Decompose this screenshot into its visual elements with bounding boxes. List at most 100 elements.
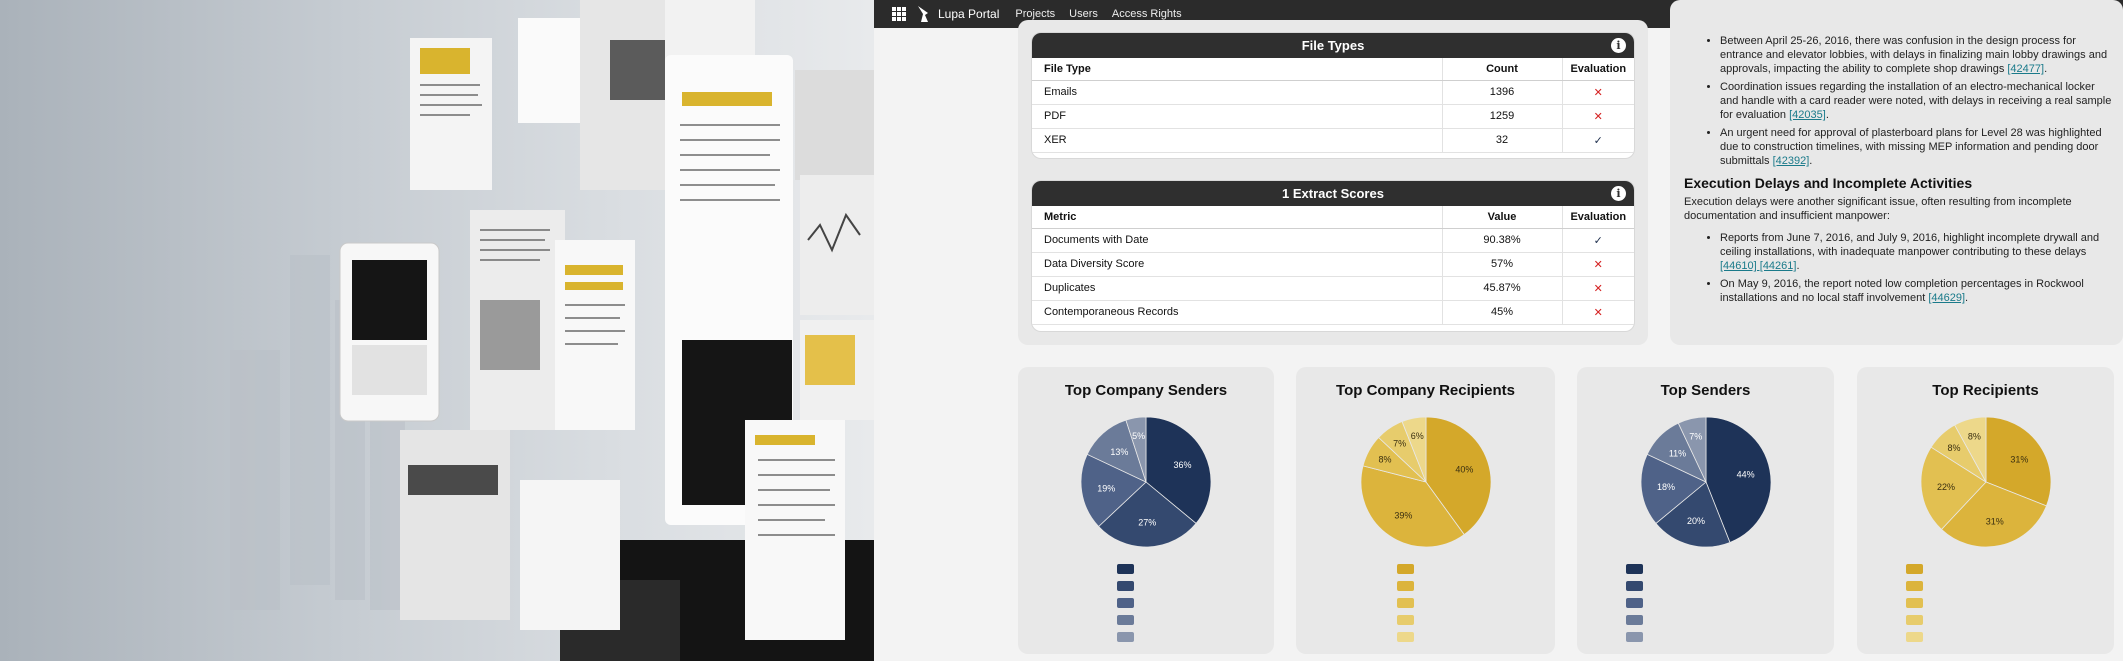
slice-label: 44%: [1737, 469, 1755, 479]
legend-swatch[interactable]: [1626, 615, 1643, 625]
pie-card-company-senders: Top Company Senders 36% 27% 19% 13% 5%: [1018, 367, 1274, 654]
reference-link[interactable]: [42392]: [1772, 155, 1810, 167]
pie-slice[interactable]: [1954, 416, 1987, 483]
info-icon[interactable]: i: [1611, 38, 1626, 53]
pie-slice[interactable]: [1705, 416, 1772, 543]
pie-slice[interactable]: [1125, 416, 1147, 483]
pie-slice[interactable]: [1401, 416, 1427, 483]
slice-label: 27%: [1138, 517, 1156, 527]
pie-chart: 44% 20% 18% 11%7%: [1640, 416, 1772, 548]
legend-swatch[interactable]: [1906, 581, 1923, 591]
table-header-row: File Type Count Evaluation: [1032, 58, 1634, 81]
table-header-row: Metric Value Evaluation: [1032, 206, 1634, 229]
legend-swatch[interactable]: [1117, 581, 1134, 591]
legend-swatch[interactable]: [1397, 598, 1414, 608]
list-item: On May 9, 2016, the report noted low com…: [1720, 277, 2116, 305]
file-type-cell: XER: [1032, 128, 1442, 153]
file-type-cell: Emails: [1032, 80, 1442, 105]
fail-icon: ✕: [1561, 104, 1634, 129]
nav-projects[interactable]: Projects: [1015, 8, 1056, 20]
metric-cell: Documents with Date: [1032, 228, 1442, 253]
lupa-logo-icon[interactable]: [916, 5, 930, 23]
pie-slice[interactable]: [1920, 446, 1987, 530]
hero-collage-image: [0, 0, 874, 661]
legend-swatch[interactable]: [1626, 598, 1643, 608]
slice-label: 7%: [1393, 438, 1406, 448]
column-header: Count: [1441, 58, 1562, 81]
reference-link[interactable]: [44629]: [1928, 292, 1966, 304]
info-icon[interactable]: i: [1611, 186, 1626, 201]
pie-slice[interactable]: [1940, 481, 2047, 548]
pie-slice[interactable]: [1360, 465, 1465, 548]
slice-label: 8%: [1968, 432, 1981, 442]
legend-swatch[interactable]: [1906, 564, 1923, 574]
legend-swatch[interactable]: [1906, 615, 1923, 625]
legend-swatch[interactable]: [1626, 564, 1643, 574]
chart-title: Top Company Senders: [1064, 382, 1228, 399]
nav-users[interactable]: Users: [1069, 8, 1098, 20]
legend-swatch[interactable]: [1117, 632, 1134, 642]
list-item: Coordination issues regarding the instal…: [1720, 80, 2116, 122]
table-row: PDF 1259 ✕: [1032, 104, 1634, 129]
file-types-header: File Types i: [1032, 33, 1634, 58]
table-row: Emails 1396 ✕: [1032, 80, 1634, 105]
legend-swatch[interactable]: [1397, 581, 1414, 591]
file-types-panel: File Types i File Type Count Evaluation …: [1032, 33, 1634, 158]
column-header: Metric: [1032, 206, 1442, 229]
pie-chart: 36% 27% 19% 13% 5%: [1080, 416, 1212, 548]
legend-swatch[interactable]: [1906, 598, 1923, 608]
legend-swatch[interactable]: [1626, 581, 1643, 591]
legend-swatch[interactable]: [1906, 632, 1923, 642]
legend-swatch[interactable]: [1117, 615, 1134, 625]
brand-name[interactable]: Lupa Portal: [938, 7, 1000, 21]
slice-label: 19%: [1097, 483, 1115, 493]
fail-icon: ✕: [1561, 276, 1634, 301]
legend: [1397, 564, 1414, 649]
table-row: XER 32 ✓: [1032, 128, 1634, 153]
report-card: [1670, 0, 2123, 345]
legend: [1906, 564, 1923, 649]
fail-icon: ✕: [1561, 252, 1634, 277]
check-icon: ✓: [1561, 128, 1634, 153]
reference-link[interactable]: [42477]: [2007, 63, 2045, 75]
reference-link[interactable]: [44610] [44261]: [1720, 260, 1797, 272]
apps-grid-icon[interactable]: [892, 7, 906, 21]
issue-list: Between April 25-26, 2016, there was con…: [1684, 34, 2116, 168]
section-paragraph: Execution delays were another significan…: [1684, 196, 2072, 222]
nav-access-rights[interactable]: Access Rights: [1111, 8, 1182, 20]
value-cell: 90.38%: [1441, 228, 1562, 253]
pie-slice[interactable]: [1677, 416, 1707, 483]
slice-label: 6%: [1411, 431, 1424, 441]
chart-title: Top Company Recipients: [1336, 382, 1515, 399]
legend-swatch[interactable]: [1626, 632, 1643, 642]
legend-swatch[interactable]: [1397, 615, 1414, 625]
legend-swatch[interactable]: [1117, 564, 1134, 574]
slice-label: 11%: [1669, 449, 1686, 459]
slice-label: 5%: [1132, 431, 1145, 441]
slice-label: 18%: [1657, 482, 1675, 492]
list-item: Reports from June 7, 2016, and July 9, 2…: [1720, 231, 2116, 273]
legend-swatch[interactable]: [1397, 564, 1414, 574]
section-heading: Execution Delays and Incomplete Activiti…: [1684, 175, 1973, 191]
pie-slice[interactable]: [1655, 481, 1731, 548]
pie-slice[interactable]: [1985, 416, 2052, 507]
reference-link[interactable]: [42035]: [1789, 109, 1826, 121]
column-header: Evaluation: [1561, 58, 1634, 81]
list-item: Between April 25-26, 2016, there was con…: [1720, 34, 2116, 76]
legend-swatch[interactable]: [1117, 598, 1134, 608]
pie-slice[interactable]: [1425, 416, 1492, 536]
metric-cell: Duplicates: [1032, 276, 1442, 301]
slice-label: 7%: [1689, 431, 1702, 441]
column-header: Evaluation: [1561, 206, 1634, 229]
value-cell: 45.87%: [1441, 276, 1562, 301]
pie-slice[interactable]: [1080, 453, 1147, 528]
legend-swatch[interactable]: [1397, 632, 1414, 642]
check-icon: ✓: [1561, 228, 1634, 253]
pie-slice[interactable]: [1098, 481, 1197, 548]
pie-slice[interactable]: [1145, 416, 1212, 524]
pie-slice[interactable]: [1640, 453, 1707, 524]
slice-label: 40%: [1455, 465, 1473, 475]
chart-title: Top Senders: [1660, 382, 1751, 399]
report-text: Between April 25-26, 2016, there was con…: [1684, 34, 2116, 309]
count-cell: 1396: [1441, 80, 1562, 105]
